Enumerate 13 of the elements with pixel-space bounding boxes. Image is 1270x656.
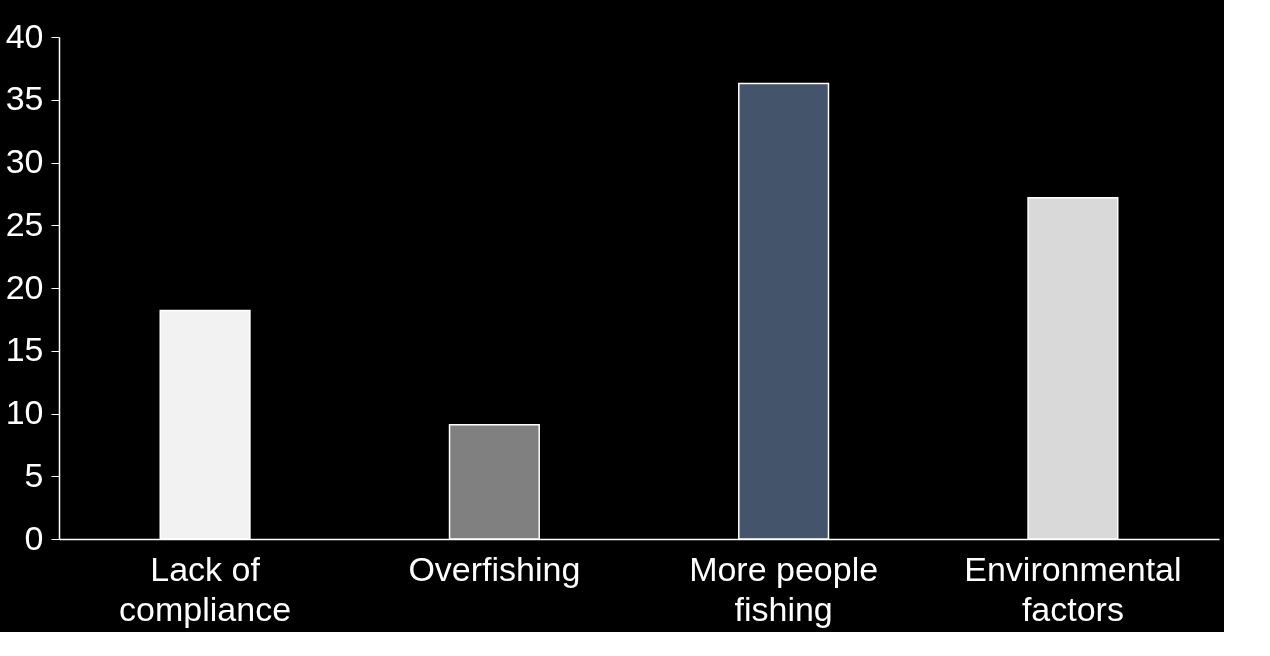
y-tick-label: 25: [5, 204, 44, 243]
y-tick-label: 35: [5, 79, 44, 118]
x-tick-label: Lack of compliance: [119, 549, 292, 628]
y-tick-label: 40: [5, 16, 44, 55]
x-tick-label: Overfishing: [408, 549, 581, 588]
x-tick-label: Environmental factors: [964, 549, 1182, 628]
x-tick-label: More people fishing: [689, 549, 879, 628]
y-tick-label: 5: [24, 455, 44, 494]
y-tick-label: 0: [24, 518, 44, 557]
y-tick-label: 20: [5, 267, 44, 306]
y-tick-label: 15: [5, 330, 44, 369]
y-tick-label: 30: [5, 142, 44, 180]
y-tick-label: 10: [5, 393, 44, 431]
